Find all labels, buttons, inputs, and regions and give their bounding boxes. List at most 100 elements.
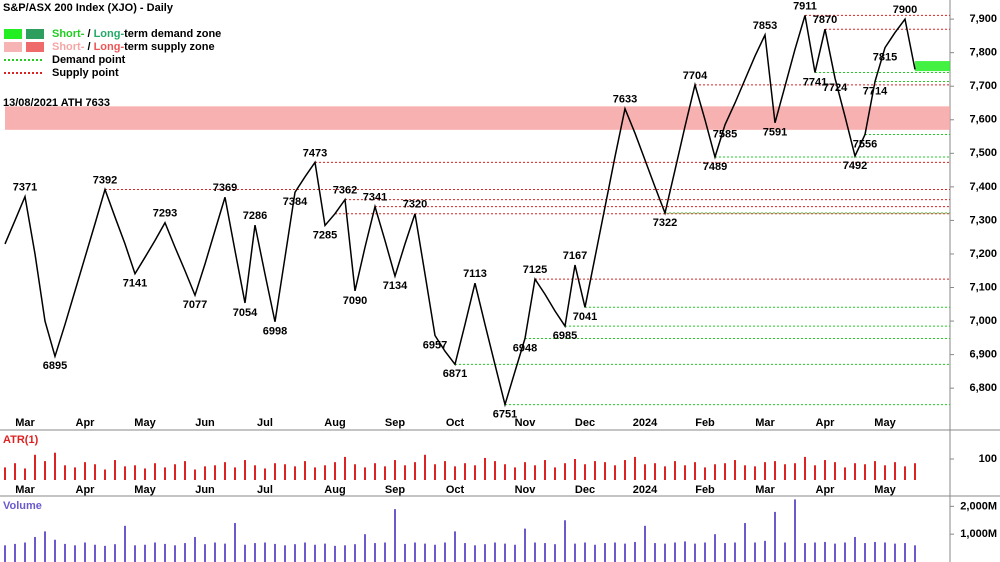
- y-tick-label: 7,600: [969, 114, 997, 126]
- bar: [704, 542, 706, 562]
- bar: [894, 462, 896, 480]
- bar: [774, 461, 776, 480]
- x-tick-label: Apr: [76, 484, 96, 496]
- bar: [34, 536, 36, 562]
- zone: [5, 106, 950, 130]
- value-label: 7591: [763, 127, 787, 139]
- x-tick-label: May: [874, 484, 896, 496]
- bar: [674, 461, 676, 480]
- bar: [454, 466, 456, 480]
- bar: [824, 460, 826, 480]
- y-tick-label: 7,000: [969, 315, 997, 327]
- bar: [14, 463, 16, 480]
- bar: [644, 525, 646, 562]
- x-tick-label: Apr: [76, 417, 96, 429]
- legend-text: Demand point: [52, 54, 126, 66]
- bar: [664, 466, 666, 480]
- value-label: 6985: [553, 330, 577, 342]
- value-label: 7371: [13, 182, 37, 194]
- bar: [454, 531, 456, 562]
- bar: [384, 466, 386, 480]
- bar: [334, 545, 336, 562]
- value-label: 7125: [523, 264, 547, 276]
- value-label: 7077: [183, 299, 207, 311]
- y-tick-label: 1,000M: [960, 528, 997, 540]
- bar: [564, 520, 566, 562]
- bar: [884, 542, 886, 562]
- bar: [594, 544, 596, 562]
- bar: [354, 544, 356, 562]
- bar: [694, 462, 696, 480]
- bar: [624, 543, 626, 562]
- value-label: 7369: [213, 182, 237, 194]
- bar: [374, 463, 376, 480]
- bar: [24, 542, 26, 562]
- value-label: 7285: [313, 229, 337, 241]
- bar: [94, 544, 96, 562]
- bar: [4, 545, 6, 562]
- bar: [54, 452, 56, 480]
- value-label: 7473: [303, 147, 327, 159]
- bar: [474, 545, 476, 562]
- bar: [864, 543, 866, 562]
- zone: [915, 61, 950, 72]
- legend-text: Long-: [94, 28, 125, 40]
- y-tick-label: 7,200: [969, 248, 997, 260]
- value-label: 6895: [43, 360, 67, 372]
- value-label: 6948: [513, 342, 537, 354]
- bar: [574, 459, 576, 480]
- legend-label: Short- / Long-term supply zone: [52, 41, 215, 53]
- bar: [164, 543, 166, 562]
- bar: [114, 544, 116, 562]
- value-label: 7392: [93, 174, 117, 186]
- bar: [404, 543, 406, 562]
- value-label: 6957: [423, 339, 447, 351]
- value-label: 7384: [283, 196, 308, 208]
- x-tick-label: Dec: [575, 484, 595, 496]
- bar: [684, 541, 686, 562]
- bar: [154, 542, 156, 562]
- x-tick-label: Sep: [385, 484, 405, 496]
- bar: [44, 531, 46, 562]
- bar: [894, 543, 896, 562]
- bar: [514, 467, 516, 480]
- x-tick-label: Nov: [515, 484, 537, 496]
- bar: [814, 542, 816, 562]
- annotation: 13/08/2021 ATH 7633: [3, 97, 110, 109]
- bar: [44, 461, 46, 480]
- bar: [404, 465, 406, 480]
- bar: [474, 465, 476, 480]
- bar: [274, 543, 276, 562]
- legend-label: Supply point: [52, 67, 119, 79]
- bar: [674, 542, 676, 562]
- bar: [344, 545, 346, 562]
- legend-text: term supply zone: [124, 41, 214, 53]
- atr-title: ATR(1): [3, 434, 39, 446]
- bar: [754, 466, 756, 480]
- x-tick-label: May: [874, 417, 896, 429]
- legend-text: /: [84, 41, 93, 53]
- value-label: 7134: [383, 280, 408, 292]
- bar: [34, 454, 36, 480]
- legend-text: /: [84, 28, 93, 40]
- bar: [74, 545, 76, 562]
- bar: [174, 464, 176, 480]
- y-tick-label: 7,400: [969, 181, 997, 193]
- chart-title: S&P/ASX 200 Index (XJO) - Daily: [3, 2, 174, 14]
- bar: [654, 543, 656, 562]
- x-tick-label: Feb: [695, 484, 715, 496]
- bar: [734, 460, 736, 480]
- bar: [294, 466, 296, 480]
- x-tick-label: Apr: [816, 417, 836, 429]
- bar: [264, 542, 266, 562]
- x-tick-label: Oct: [446, 417, 465, 429]
- bar: [284, 464, 286, 480]
- value-label: 7585: [713, 129, 737, 141]
- value-label: 7900: [893, 4, 917, 16]
- bar: [524, 462, 526, 480]
- bar: [484, 457, 486, 480]
- bar: [254, 465, 256, 480]
- y-tick-label: 7,100: [969, 281, 997, 293]
- x-tick-label: 2024: [633, 484, 658, 496]
